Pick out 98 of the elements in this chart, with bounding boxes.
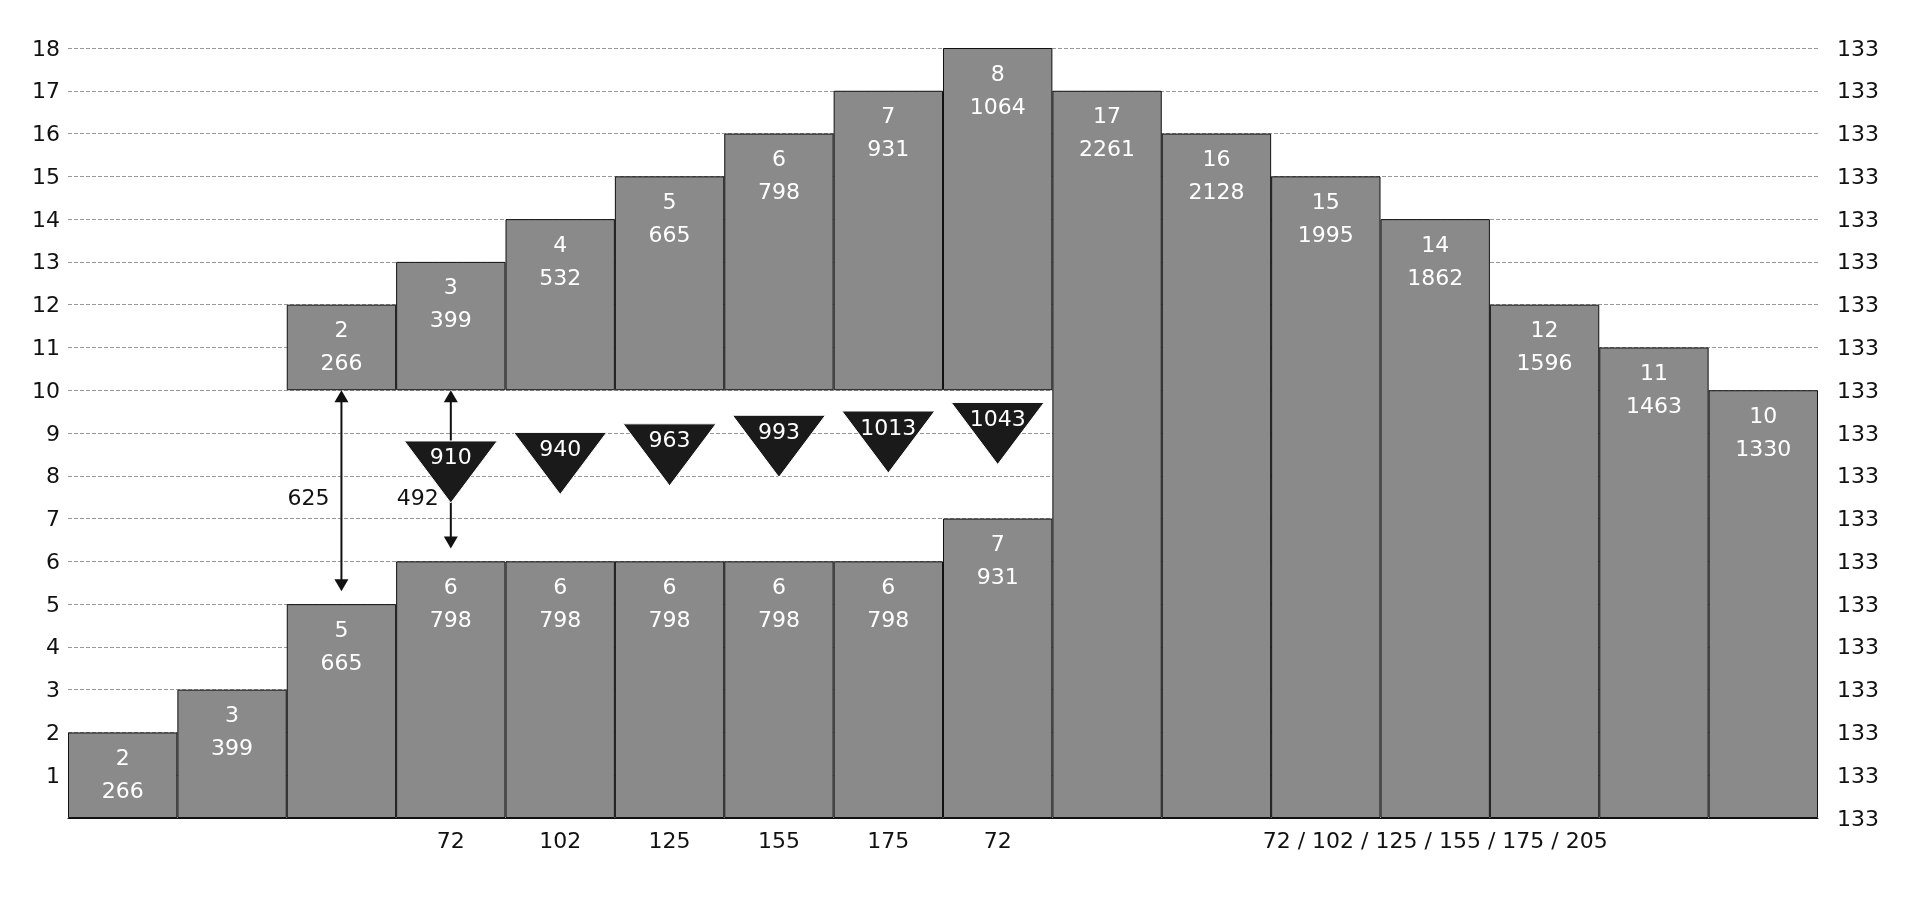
annotation: 798	[539, 606, 582, 632]
annotation: 399	[429, 307, 472, 333]
text: 133	[1837, 78, 1879, 104]
text: 133	[1837, 121, 1879, 147]
data-label: 5	[662, 188, 677, 214]
annotation: 1862	[1407, 264, 1464, 290]
y-tick-label: 10	[32, 377, 60, 403]
text: 133	[1837, 463, 1879, 489]
data-label: 5	[334, 616, 349, 642]
y-tick-label: 4	[46, 634, 60, 660]
data-label: 3	[225, 702, 240, 728]
data-label: 3	[443, 274, 458, 300]
annotation: 931	[976, 564, 1019, 590]
y-tick-label: 15	[32, 163, 60, 189]
y-tick-label: 13	[32, 249, 60, 275]
annotation: 798	[429, 606, 472, 632]
data-label: 6	[771, 573, 786, 599]
data-label: 2	[115, 744, 130, 770]
data-label: 7	[881, 103, 896, 129]
annotation: 931	[867, 136, 910, 162]
annotation: 940	[539, 435, 582, 461]
data-label: 16	[1202, 146, 1231, 172]
annotation: 625	[287, 484, 330, 510]
annotation: 798	[867, 606, 910, 632]
data-label: 6	[553, 573, 568, 599]
text: 133	[1837, 591, 1879, 617]
y-tick-label: 7	[46, 506, 60, 532]
text: 133	[1837, 163, 1879, 189]
text: 125	[648, 828, 691, 854]
text: 133	[1837, 377, 1879, 403]
text: 102	[539, 828, 582, 854]
text: 155	[757, 828, 800, 854]
annotation: 2261	[1079, 136, 1136, 162]
y-tick-label: 2	[46, 719, 60, 745]
annotation: 1330	[1735, 435, 1792, 461]
y-tick-label: 11	[32, 334, 60, 360]
text: 133	[1837, 677, 1879, 703]
annotation: 798	[757, 606, 800, 632]
data-label: 10	[1749, 402, 1778, 428]
y-tick-label: 14	[32, 206, 60, 232]
annotation: 993	[757, 418, 800, 444]
text: 133	[1837, 719, 1879, 745]
annotation: 1013	[860, 414, 917, 440]
y-tick-label: 18	[32, 35, 60, 61]
annotation: 532	[539, 264, 582, 290]
text: 133	[1837, 548, 1879, 574]
text: 133	[1837, 35, 1879, 61]
annotation: 665	[648, 221, 691, 247]
data-label: 14	[1421, 231, 1450, 257]
data-label: 6	[771, 146, 786, 172]
y-tick-label: 5	[46, 591, 60, 617]
text: 133	[1837, 762, 1879, 788]
data-label: 8	[990, 60, 1005, 86]
annotation: 492	[396, 484, 439, 510]
annotation: 1064	[969, 93, 1026, 119]
annotation: 1995	[1297, 221, 1354, 247]
text: 133	[1837, 420, 1879, 446]
data-label: 2	[334, 317, 349, 343]
annotation: 798	[648, 606, 691, 632]
text: 133	[1837, 334, 1879, 360]
data-label: 7	[990, 531, 1005, 557]
annotation: 910	[429, 444, 472, 470]
data-label: 17	[1093, 103, 1122, 129]
annotation: 399	[211, 735, 254, 761]
annotation: 1463	[1625, 392, 1682, 418]
data-label: 12	[1530, 317, 1559, 343]
data-label: 6	[881, 573, 896, 599]
text: 133	[1837, 249, 1879, 275]
annotation: 2128	[1188, 179, 1245, 205]
text: 175	[867, 828, 910, 854]
y-tick-label: 3	[46, 677, 60, 703]
annotation: 798	[757, 179, 800, 205]
y-tick-label: 17	[32, 78, 60, 104]
text: 133	[1837, 292, 1879, 318]
text: 133	[1837, 206, 1879, 232]
text: 133	[1837, 805, 1879, 831]
text: 72 / 102 / 125 / 155 / 175 / 205	[1262, 828, 1608, 854]
y-tick-label: 9	[46, 420, 60, 446]
data-label: 15	[1311, 188, 1340, 214]
y-tick-label: 1	[46, 762, 60, 788]
text: 133	[1837, 506, 1879, 532]
annotation: 665	[320, 649, 363, 675]
text: 72	[983, 828, 1012, 854]
y-tick-label: 6	[46, 548, 60, 574]
text: 133	[1837, 634, 1879, 660]
annotation: 266	[101, 777, 144, 803]
annotation: 963	[648, 427, 691, 453]
y-tick-label: 8	[46, 463, 60, 489]
data-label: 6	[662, 573, 677, 599]
annotation: 1043	[969, 405, 1026, 431]
data-label: 11	[1639, 359, 1668, 385]
y-tick-label: 12	[32, 292, 60, 318]
annotation: 1596	[1516, 350, 1573, 376]
text: 72	[436, 828, 465, 854]
annotation: 266	[320, 350, 363, 376]
y-tick-label: 16	[32, 121, 60, 147]
data-label: 4	[553, 231, 568, 257]
data-label: 6	[443, 573, 458, 599]
